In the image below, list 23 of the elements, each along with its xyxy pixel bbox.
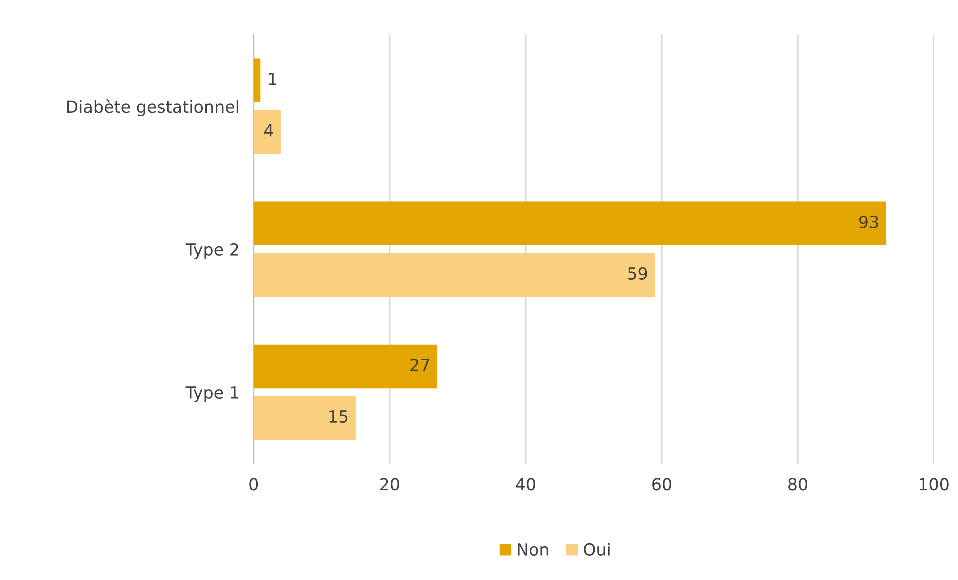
x-tick-label: 40 <box>516 478 536 491</box>
data-label: 59 <box>628 267 648 280</box>
legend-label: Oui <box>584 543 610 556</box>
data-label: 15 <box>330 410 348 424</box>
bar <box>254 202 886 246</box>
y-tick-label: Type 1 <box>186 386 238 402</box>
y-tick-label: Type 2 <box>186 243 238 260</box>
x-tick-label: 80 <box>788 478 808 491</box>
x-tick-label: 60 <box>652 478 672 491</box>
bar <box>254 253 656 298</box>
data-label: 93 <box>859 216 878 228</box>
legend-label: Non <box>518 544 548 556</box>
data-label: 1 <box>269 73 277 86</box>
bar <box>254 396 356 440</box>
bar <box>254 58 261 102</box>
data-label: 27 <box>410 358 430 372</box>
y-tick-label: Diabète gestationnel <box>67 100 238 116</box>
x-tick-label: 20 <box>380 478 400 491</box>
bar <box>254 110 282 154</box>
x-tick-label: 0 <box>250 478 258 491</box>
x-tick-label: 100 <box>920 478 949 491</box>
data-label: 4 <box>264 124 274 137</box>
bar <box>254 344 438 389</box>
